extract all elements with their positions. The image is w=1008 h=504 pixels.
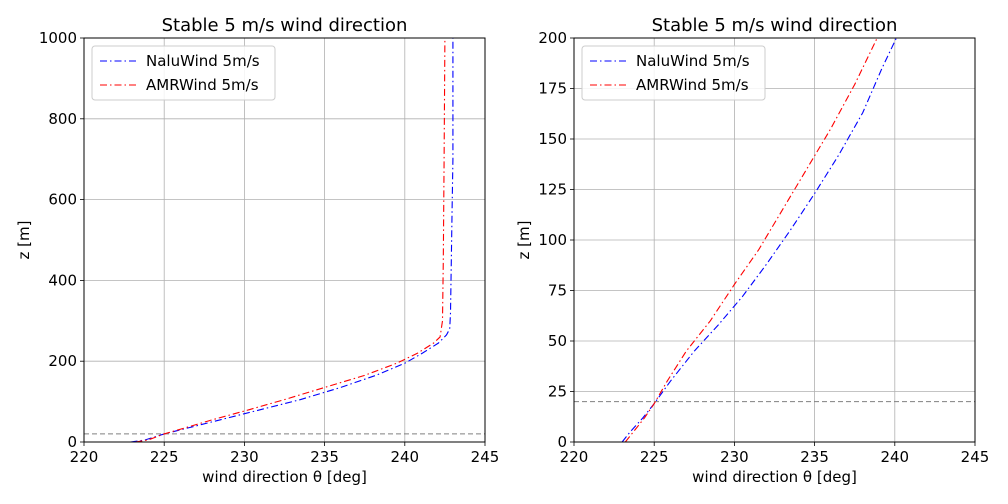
right-chart-series-amrwind-line — [624, 38, 878, 442]
left-chart-title: Stable 5 m/s wind direction — [162, 15, 408, 36]
right-chart-x-tick-label: 245 — [961, 448, 990, 466]
left-chart-legend-box — [91, 45, 276, 101]
left-chart-x-tick-label: 240 — [390, 448, 419, 466]
right-chart-legend-label: AMRWind 5m/s — [636, 76, 749, 94]
right-chart-ticks: 220 225 230 235 240 245 0 25 50 75 100 125 150 175 200 — [538, 29, 989, 466]
right-chart-title: Stable 5 m/s wind direction — [652, 15, 898, 36]
right-chart-series — [621, 38, 897, 442]
right-chart-panel: 220 225 230 235 240 245 0 25 50 75 100 125 150 175 200… — [515, 15, 989, 486]
left-chart-legend-label: AMRWind 5m/s — [146, 76, 259, 94]
left-chart-x-tick-label: 235 — [310, 448, 339, 466]
right-chart-y-axis-label: z [m] — [515, 221, 533, 260]
left-chart-x-tick-label: 225 — [150, 448, 179, 466]
left-chart-legend-label: NaluWind 5m/s — [146, 52, 260, 70]
left-chart-series-amrwind-line — [135, 38, 446, 442]
left-chart-x-tick-label: 220 — [70, 448, 99, 466]
right-chart-y-tick-label: 125 — [538, 181, 567, 199]
left-chart-x-tick-label: 230 — [230, 448, 259, 466]
right-chart-y-tick-label: 75 — [548, 282, 567, 300]
left-chart-legend: NaluWind 5m/s AMRWind 5m/s — [91, 45, 276, 101]
left-chart-ticks: 220 225 230 235 240 245 0 200 400 600 800 1000 — [39, 29, 500, 466]
left-chart-y-tick-label: 600 — [48, 191, 77, 209]
left-chart-y-tick-label: 200 — [48, 352, 77, 370]
right-chart-y-tick-label: 200 — [538, 29, 567, 47]
right-chart-x-tick-label: 240 — [880, 448, 909, 466]
right-chart-series-naluwind-line — [621, 38, 897, 442]
right-chart-y-tick-label: 50 — [548, 332, 567, 350]
left-chart-series-naluwind-line — [130, 38, 454, 442]
left-chart-y-tick-label: 0 — [67, 433, 77, 451]
right-chart-x-tick-label: 235 — [800, 448, 829, 466]
left-chart-grid — [83, 37, 486, 443]
right-chart-y-tick-label: 175 — [538, 80, 567, 98]
right-chart-y-tick-label: 25 — [548, 383, 567, 401]
right-chart-y-tick-label: 150 — [538, 130, 567, 148]
right-chart-legend-box — [581, 45, 766, 101]
right-chart-x-tick-label: 230 — [720, 448, 749, 466]
right-chart-y-tick-label: 100 — [538, 231, 567, 249]
right-chart-y-tick-label: 0 — [557, 433, 567, 451]
left-chart-series — [130, 38, 454, 442]
left-chart-panel: 220 225 230 235 240 245 0 200 400 600 800 1000 Stab… — [15, 15, 499, 486]
left-chart-frame — [83, 37, 486, 443]
left-chart-y-tick-label: 1000 — [39, 29, 77, 47]
left-chart-y-tick-label: 800 — [48, 110, 77, 128]
right-chart-x-axis-label: wind direction θ [deg] — [692, 468, 857, 486]
right-chart-x-tick-label: 220 — [560, 448, 589, 466]
left-chart-x-tick-label: 245 — [471, 448, 500, 466]
left-chart-y-tick-label: 400 — [48, 271, 77, 289]
right-chart-x-tick-label: 225 — [640, 448, 669, 466]
right-chart-legend-label: NaluWind 5m/s — [636, 52, 750, 70]
left-chart-background — [84, 38, 485, 442]
left-chart-x-axis-label: wind direction θ [deg] — [202, 468, 367, 486]
right-chart-legend: NaluWind 5m/s AMRWind 5m/s — [581, 45, 766, 101]
left-chart-y-axis-label: z [m] — [15, 221, 33, 260]
